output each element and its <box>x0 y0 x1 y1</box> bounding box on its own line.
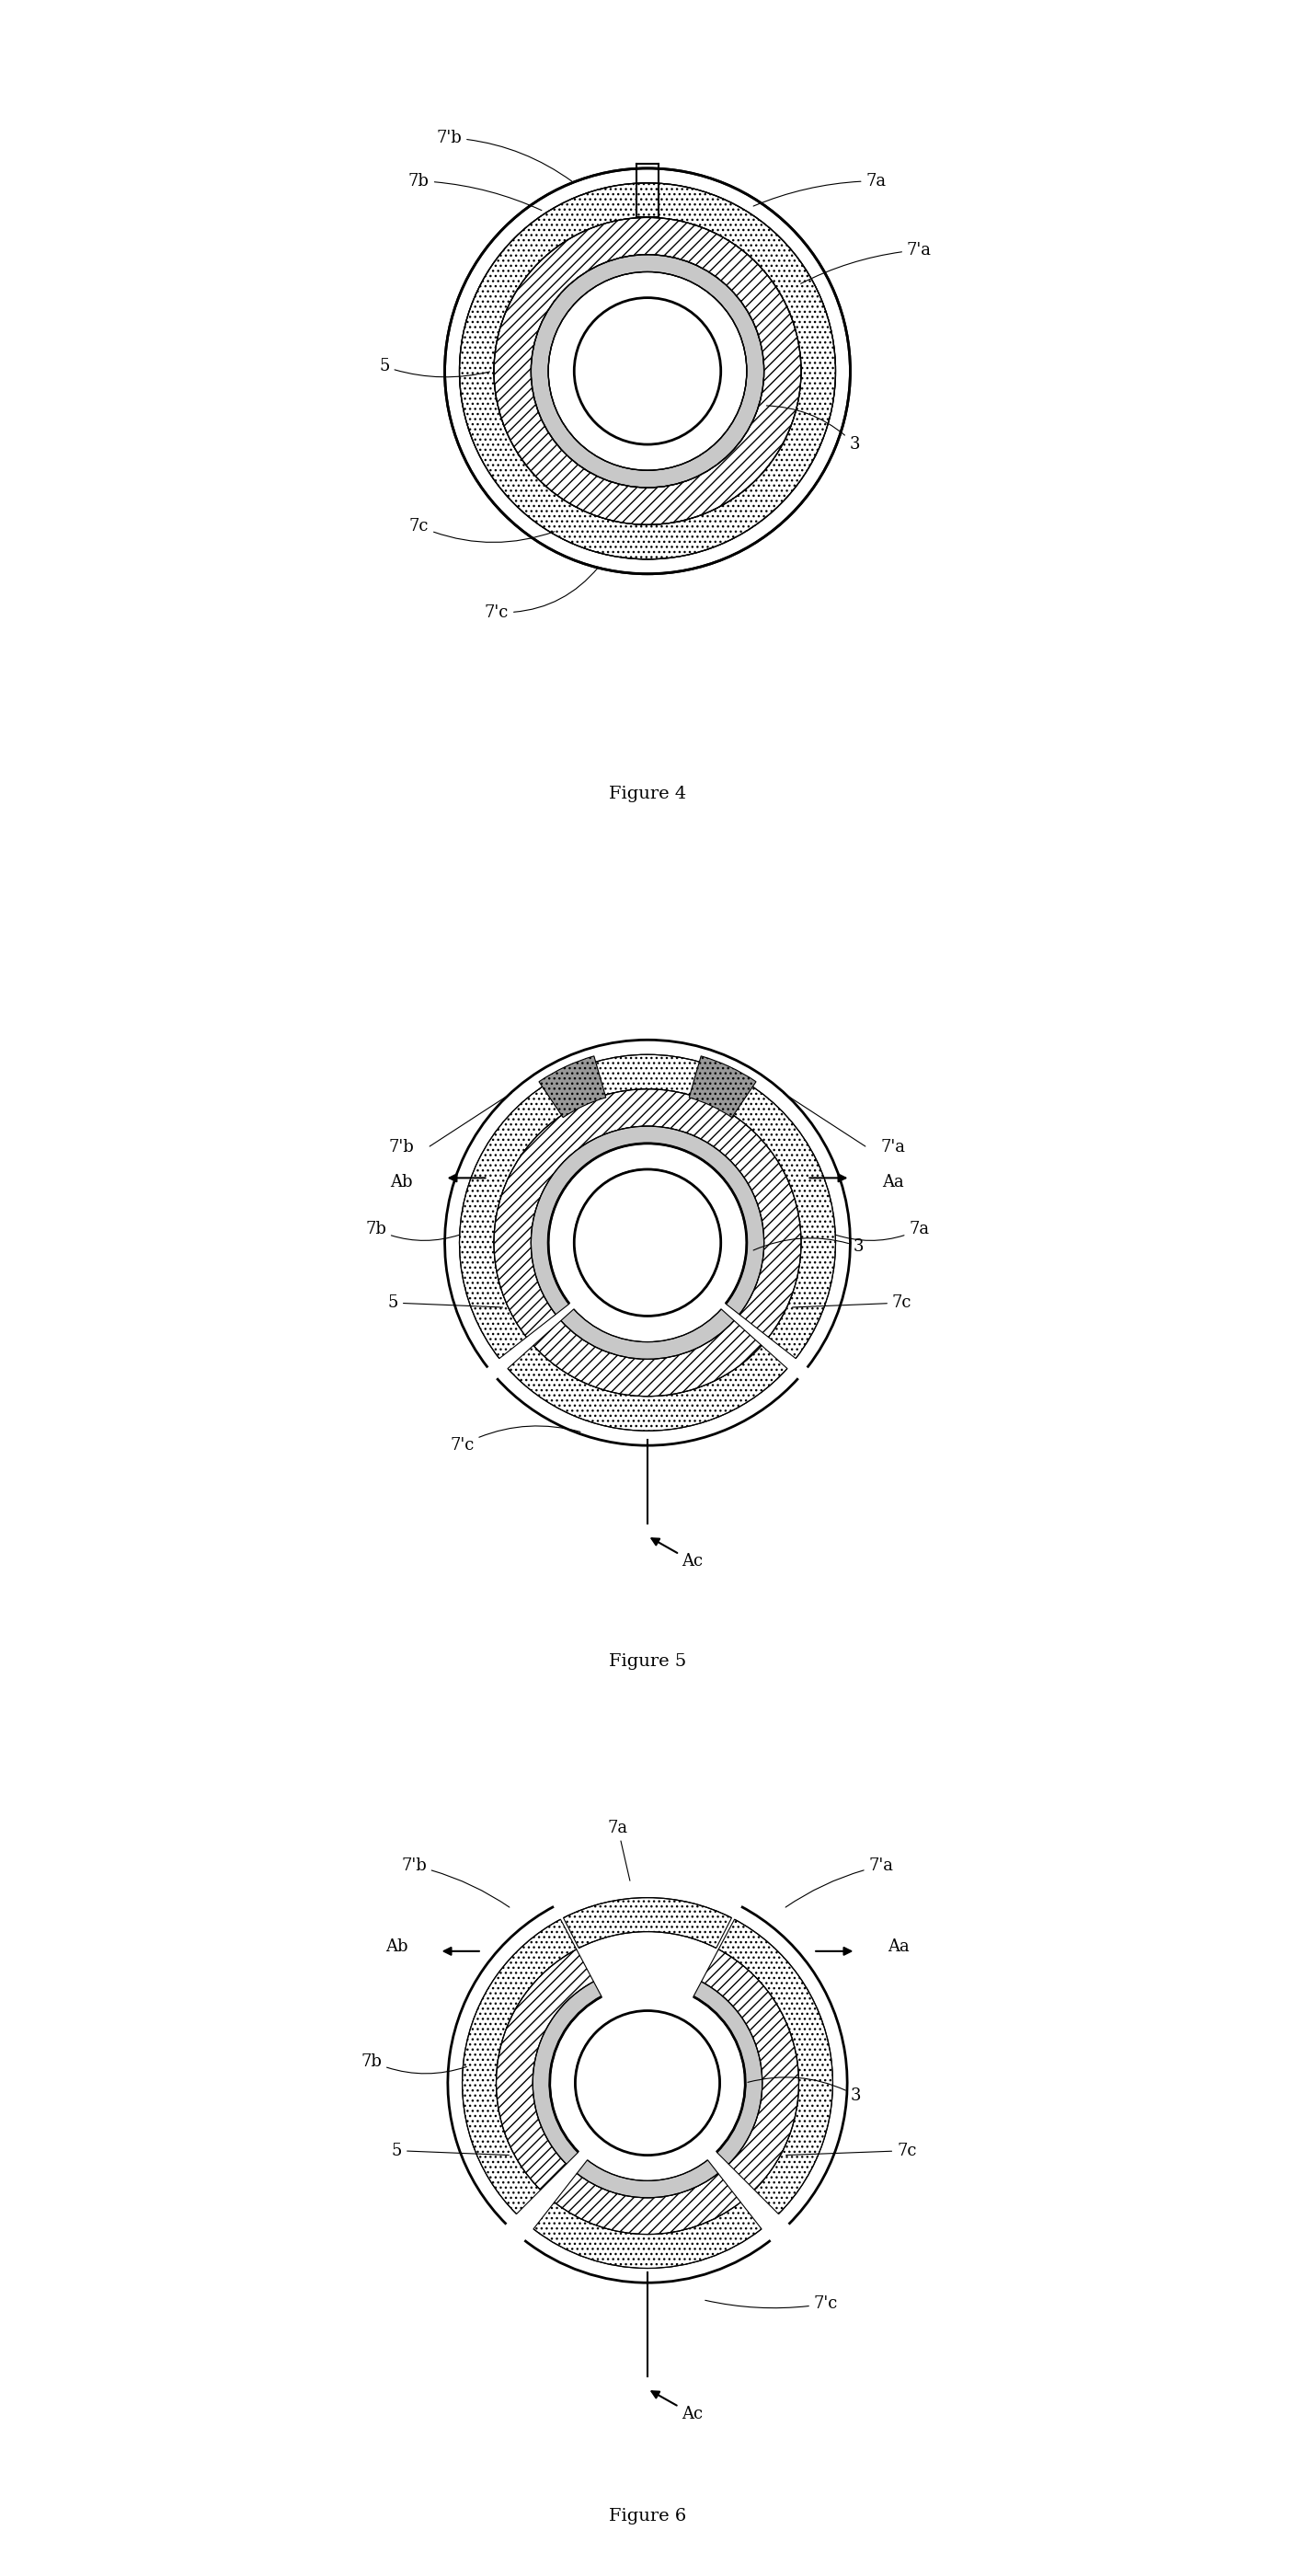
Text: 7'b: 7'b <box>436 129 572 180</box>
Text: 7c: 7c <box>786 2143 917 2159</box>
Text: 7'b: 7'b <box>401 1857 509 1906</box>
Wedge shape <box>532 1981 602 2164</box>
Text: 5: 5 <box>379 358 490 376</box>
Text: 7a: 7a <box>607 1819 629 1880</box>
Wedge shape <box>534 2202 761 2269</box>
Text: Ac: Ac <box>651 1538 703 1569</box>
Text: Aa: Aa <box>887 1937 909 1955</box>
Text: 7'c: 7'c <box>484 567 598 621</box>
Wedge shape <box>462 1919 576 2213</box>
Wedge shape <box>460 183 835 559</box>
Wedge shape <box>693 1981 763 2164</box>
Text: Aa: Aa <box>882 1175 904 1190</box>
Text: Figure 4: Figure 4 <box>609 786 686 801</box>
Text: 5: 5 <box>391 2143 509 2159</box>
Wedge shape <box>563 1899 732 1947</box>
Text: 7'b: 7'b <box>388 1139 414 1157</box>
Text: Figure 5: Figure 5 <box>609 1654 686 1669</box>
Wedge shape <box>719 1919 833 2213</box>
Wedge shape <box>531 1126 764 1314</box>
Text: 7'c: 7'c <box>706 2295 838 2311</box>
Wedge shape <box>539 1056 606 1118</box>
Text: Ab: Ab <box>390 1175 413 1190</box>
Text: 7b: 7b <box>361 2053 466 2074</box>
Text: 3: 3 <box>754 1239 864 1255</box>
Text: Figure 6: Figure 6 <box>609 2509 686 2524</box>
Wedge shape <box>681 1996 745 2151</box>
Wedge shape <box>548 1144 747 1303</box>
Wedge shape <box>496 1950 593 2190</box>
Wedge shape <box>534 1321 761 1396</box>
Text: 7'a: 7'a <box>881 1139 905 1157</box>
Text: 7'a: 7'a <box>800 242 931 283</box>
Wedge shape <box>531 255 764 487</box>
Wedge shape <box>550 1996 614 2151</box>
Text: 7b: 7b <box>408 173 541 211</box>
Text: 5: 5 <box>387 1296 502 1311</box>
Circle shape <box>574 299 721 446</box>
Wedge shape <box>508 1345 787 1430</box>
Wedge shape <box>576 2161 719 2197</box>
Text: 3: 3 <box>767 404 860 453</box>
Text: Ac: Ac <box>651 2391 703 2421</box>
Wedge shape <box>689 1056 756 1118</box>
Text: 7a: 7a <box>754 173 886 206</box>
Text: 7a: 7a <box>835 1221 930 1242</box>
Wedge shape <box>554 2174 741 2233</box>
Text: 7'a: 7'a <box>786 1857 894 1906</box>
Wedge shape <box>561 1309 734 1360</box>
Circle shape <box>574 1170 721 1316</box>
Text: 3: 3 <box>747 2076 861 2105</box>
Circle shape <box>575 2012 720 2156</box>
Text: 7c: 7c <box>409 518 554 544</box>
Wedge shape <box>460 1054 835 1358</box>
Text: 7'c: 7'c <box>449 1427 580 1453</box>
Text: Ab: Ab <box>386 1937 408 1955</box>
Text: 7c: 7c <box>793 1296 912 1311</box>
Text: 7b: 7b <box>365 1221 460 1242</box>
Wedge shape <box>493 1090 802 1337</box>
Wedge shape <box>493 216 802 526</box>
Wedge shape <box>702 1950 799 2190</box>
